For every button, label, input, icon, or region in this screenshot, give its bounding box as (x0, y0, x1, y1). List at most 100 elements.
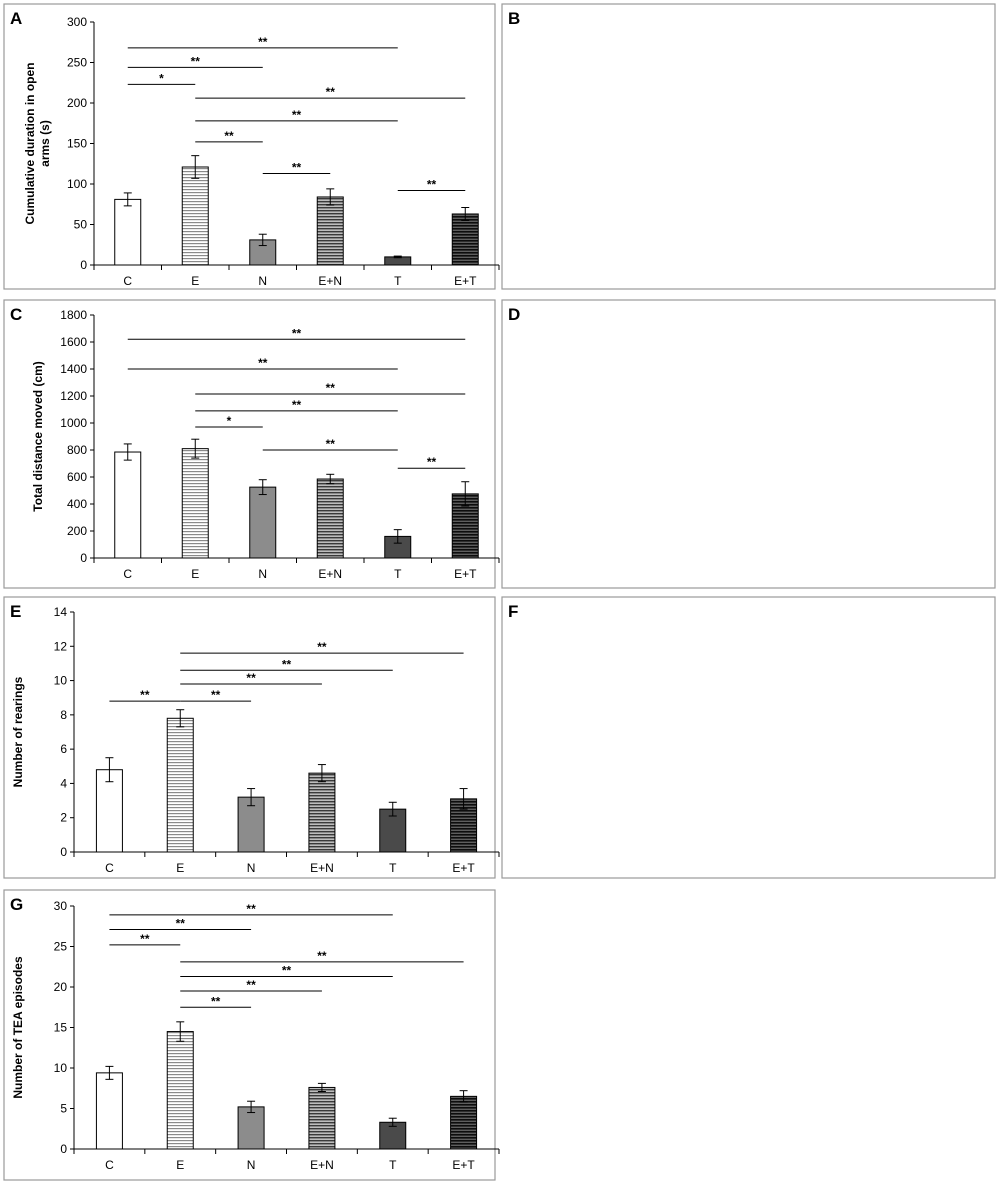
category-label: E+N (318, 567, 342, 581)
significance-label: ** (282, 657, 292, 671)
significance-label: ** (326, 381, 336, 395)
y-tick-label: 25 (54, 940, 68, 954)
y-tick-label: 100 (67, 177, 87, 191)
y-tick-label: 12 (54, 639, 68, 653)
category-label: E (191, 274, 199, 288)
category-label: E (191, 567, 199, 581)
y-tick-label: 250 (67, 56, 87, 70)
bar-N (237, 796, 265, 853)
category-label: T (394, 567, 402, 581)
category-label: C (105, 861, 114, 875)
significance-label: ** (292, 108, 302, 122)
category-label: E+N (310, 861, 334, 875)
y-tick-label: 50 (74, 218, 88, 232)
panel-label: C (10, 305, 22, 324)
y-tick-label: 1600 (60, 335, 87, 349)
error-bar-N (247, 788, 256, 807)
category-label: E+T (454, 274, 477, 288)
significance-label: ** (246, 902, 256, 916)
bar-E+N (316, 478, 344, 559)
category-label: C (123, 274, 132, 288)
significance-label: ** (292, 326, 302, 340)
bar-N (249, 486, 277, 559)
panel-F: FNumber of head -dippings02468101214CENE… (501, 596, 996, 879)
error-bar-E+T (459, 1090, 468, 1103)
significance-label: ** (258, 35, 268, 49)
significance-label: ** (326, 85, 336, 99)
bar-E (166, 717, 194, 853)
category-label: N (247, 861, 256, 875)
y-tick-label: 2 (60, 811, 67, 825)
y-tick-label: 200 (67, 524, 87, 538)
y-tick-label: 200 (67, 96, 87, 110)
y-tick-label: 0 (60, 1142, 67, 1156)
panel-D: DPercentage of time moving01020304050607… (501, 299, 996, 589)
category-label: T (389, 861, 397, 875)
y-axis-label: Number of rearings (11, 676, 25, 787)
significance-label: ** (317, 640, 327, 654)
error-bar-C (123, 192, 132, 207)
error-bar-C (123, 443, 132, 461)
bar-E+N (316, 196, 344, 266)
y-tick-label: 1000 (60, 416, 87, 430)
error-bar-E (191, 155, 200, 179)
significance-label: ** (292, 398, 302, 412)
category-label: E+T (454, 567, 477, 581)
error-bar-T (393, 529, 402, 544)
y-tick-label: 800 (67, 443, 87, 457)
y-tick-label: 14 (54, 605, 68, 619)
category-label: E (176, 861, 184, 875)
bar-C (95, 1072, 123, 1150)
y-axis-label: Total distance moved (cm) (31, 361, 45, 511)
y-tick-label: 10 (54, 674, 68, 688)
significance-label: ** (427, 177, 437, 191)
panel-A: A Cumulative duration in openarms (s) 0 50 1… (3, 3, 500, 290)
y-tick-label: 5 (60, 1102, 67, 1116)
error-bar-E+T (461, 206, 470, 221)
error-bar-E+N (326, 188, 335, 206)
significance-label: ** (191, 54, 201, 68)
error-bar-T (388, 1117, 397, 1127)
error-bar-E+N (317, 764, 326, 783)
significance-label: ** (258, 356, 268, 370)
bar-E+N (308, 1086, 336, 1150)
error-bar-E (191, 438, 200, 459)
significance-label: ** (176, 916, 186, 930)
y-axis-label: Number of TEA episodes (11, 956, 25, 1099)
error-bar-E (176, 1021, 185, 1042)
significance-label: ** (140, 932, 150, 946)
error-bar-N (258, 233, 267, 247)
error-bar-N (247, 1100, 256, 1114)
significance-label: ** (282, 963, 292, 977)
significance-label: * (159, 71, 164, 85)
y-tick-label: 30 (54, 899, 68, 913)
bar-C (114, 198, 142, 266)
y-tick-label: 15 (54, 1021, 68, 1035)
category-label: E (176, 1158, 184, 1172)
category-label: C (105, 1158, 114, 1172)
y-tick-label: 0 (60, 845, 67, 859)
significance-label: ** (211, 994, 221, 1008)
error-bar-C (105, 757, 114, 783)
bar-C (114, 451, 142, 559)
y-axis-label: Cumulative duration in openarms (s) (23, 62, 52, 224)
panel-C: C Total distance moved (cm) 0 200 400 600 800 1… (3, 299, 500, 589)
panel-frame (501, 3, 996, 290)
error-bar-E+T (461, 481, 470, 507)
category-label: N (258, 274, 267, 288)
significance-label: ** (317, 949, 327, 963)
bar-N (237, 1106, 265, 1150)
bar-E+T (451, 213, 479, 266)
panel-label: D (508, 305, 520, 324)
significance-label: ** (246, 978, 256, 992)
category-label: E+T (452, 1158, 475, 1172)
bar-E (181, 448, 209, 559)
significance-label: ** (292, 160, 302, 174)
error-bar-E+T (459, 788, 468, 810)
panel-G: G Number of TEA episodes 0 5 10 15 20 25 30 C E N E+… (3, 889, 500, 1181)
category-label: E+N (310, 1158, 334, 1172)
bar-E+N (308, 772, 336, 853)
significance-label: ** (427, 455, 437, 469)
bar-E (181, 166, 209, 266)
panel-B: BFrequency in open arms0246810121416CENE… (501, 3, 996, 290)
